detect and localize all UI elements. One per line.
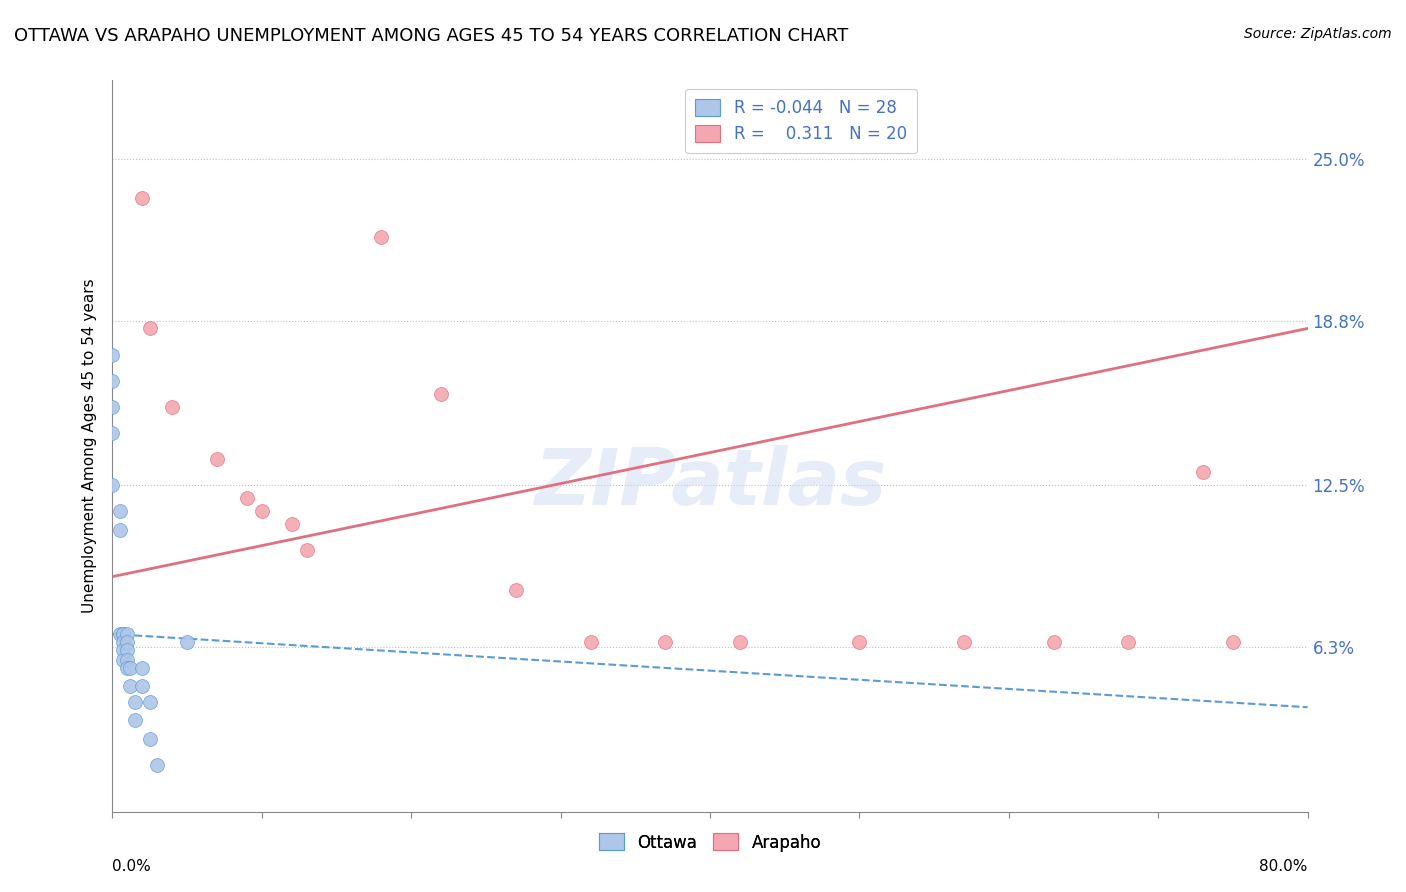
Point xyxy=(111,653,134,667)
Point xyxy=(848,635,870,649)
Point xyxy=(111,635,134,649)
Point xyxy=(579,635,602,649)
Point xyxy=(117,642,139,657)
Point xyxy=(111,627,134,641)
Point xyxy=(654,635,676,649)
Point xyxy=(205,452,228,467)
Point xyxy=(953,635,976,649)
Point xyxy=(124,695,146,709)
Point xyxy=(728,635,751,649)
Point xyxy=(139,695,162,709)
Point xyxy=(124,714,146,728)
Point xyxy=(117,661,139,675)
Point xyxy=(131,191,153,205)
Point xyxy=(108,523,131,537)
Point xyxy=(1222,635,1244,649)
Point xyxy=(1118,635,1140,649)
Text: 80.0%: 80.0% xyxy=(1260,859,1308,874)
Point xyxy=(146,757,169,772)
Point xyxy=(250,504,273,518)
Point xyxy=(108,627,131,641)
Point xyxy=(101,425,124,440)
Point xyxy=(295,543,318,558)
Point xyxy=(1042,635,1064,649)
Legend: Ottawa, Arapaho: Ottawa, Arapaho xyxy=(592,827,828,858)
Point xyxy=(370,230,392,244)
Point xyxy=(101,478,124,492)
Point xyxy=(139,321,162,335)
Text: OTTAWA VS ARAPAHO UNEMPLOYMENT AMONG AGES 45 TO 54 YEARS CORRELATION CHART: OTTAWA VS ARAPAHO UNEMPLOYMENT AMONG AGE… xyxy=(14,27,848,45)
Point xyxy=(117,635,139,649)
Point xyxy=(139,731,162,746)
Point xyxy=(101,374,124,388)
Text: ZIPatlas: ZIPatlas xyxy=(534,444,886,521)
Point xyxy=(101,400,124,414)
Point xyxy=(101,348,124,362)
Y-axis label: Unemployment Among Ages 45 to 54 years: Unemployment Among Ages 45 to 54 years xyxy=(82,278,97,614)
Point xyxy=(108,504,131,518)
Point xyxy=(162,400,183,414)
Point xyxy=(111,642,134,657)
Point xyxy=(120,679,142,693)
Point xyxy=(117,653,139,667)
Point xyxy=(176,635,198,649)
Text: 0.0%: 0.0% xyxy=(112,859,152,874)
Point xyxy=(505,582,527,597)
Text: Source: ZipAtlas.com: Source: ZipAtlas.com xyxy=(1244,27,1392,41)
Point xyxy=(236,491,259,506)
Point xyxy=(120,661,142,675)
Point xyxy=(117,627,139,641)
Point xyxy=(131,661,153,675)
Point xyxy=(281,517,304,532)
Point xyxy=(1192,465,1215,479)
Point xyxy=(131,679,153,693)
Point xyxy=(430,386,453,401)
Point xyxy=(111,627,134,641)
